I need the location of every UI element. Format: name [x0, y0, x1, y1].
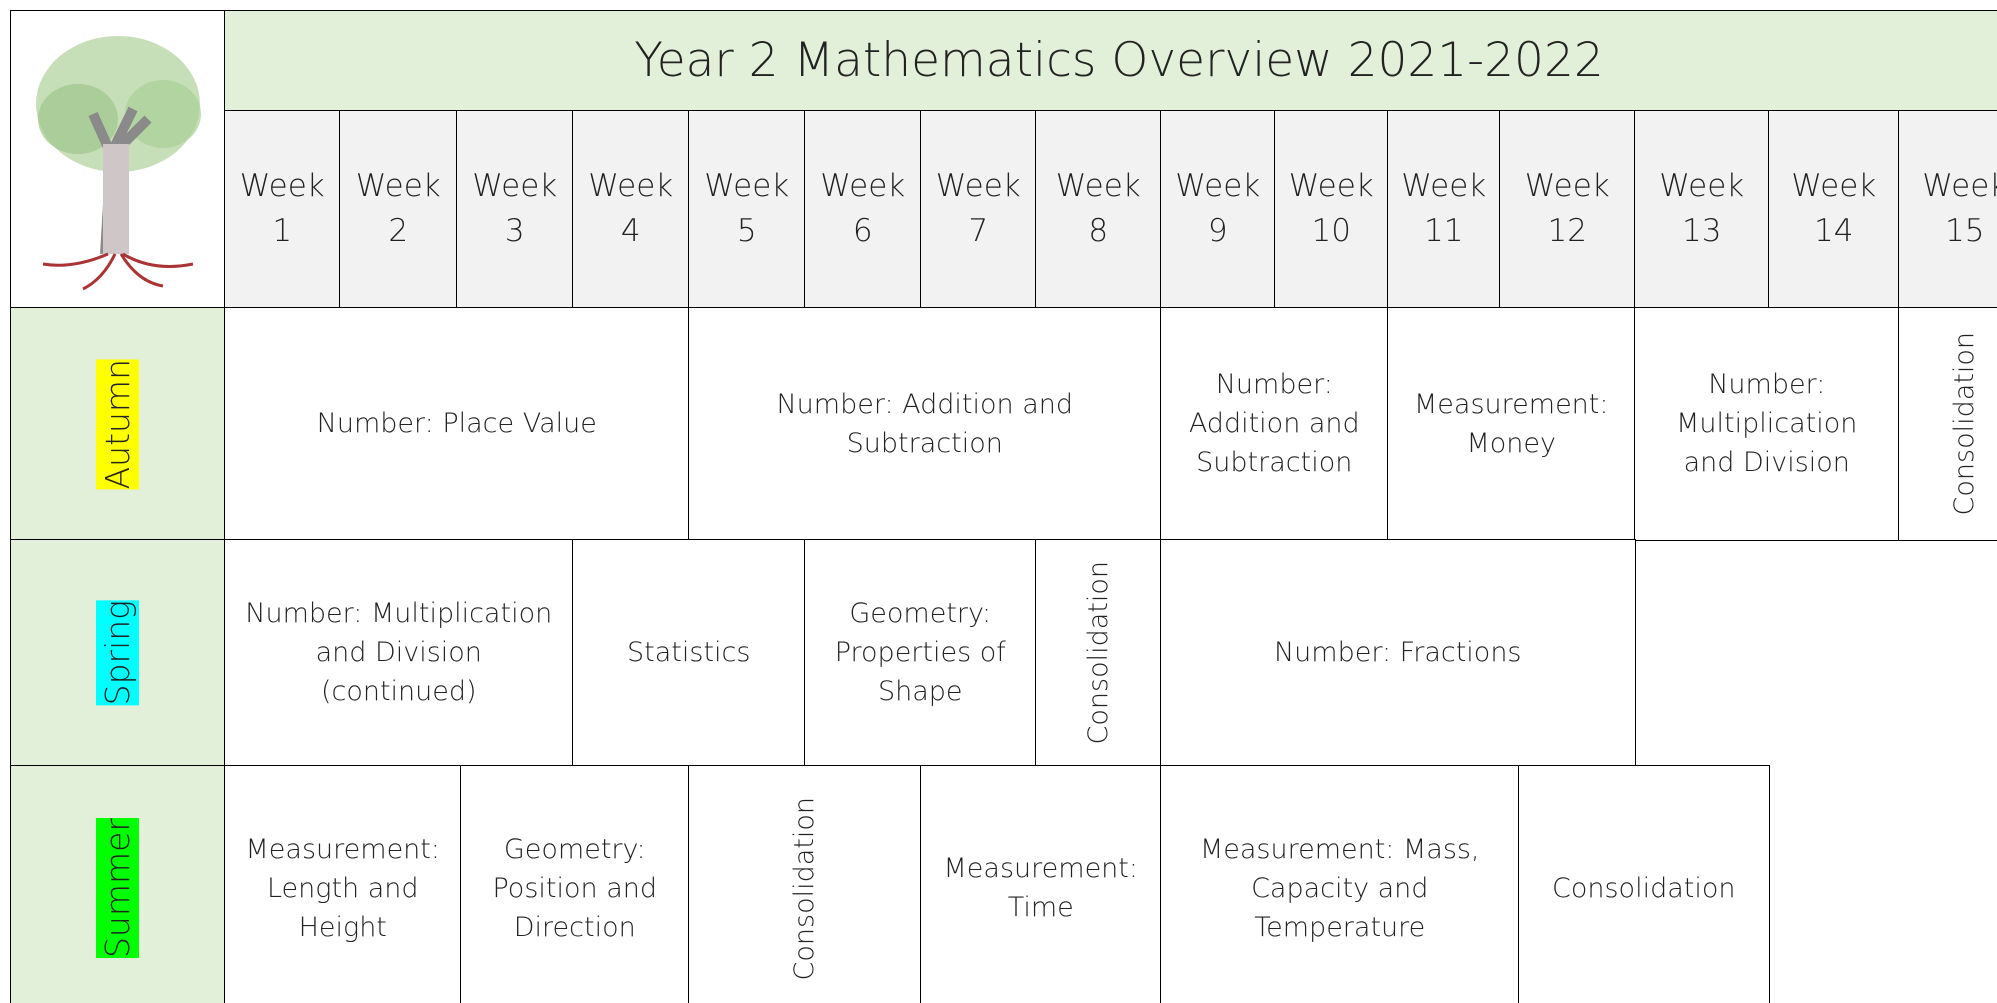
week-header: Week 4 [588, 168, 674, 250]
week-header: Week 9 [1175, 168, 1261, 250]
topic-cell: Consolidation [1518, 765, 1770, 1003]
topic: Number: Addition and Subtraction [776, 388, 1074, 459]
week-header: Week 5 [704, 168, 790, 250]
topic: Number: Addition and Subtraction [1188, 369, 1360, 479]
topic-cell: Consolidation [1035, 539, 1162, 767]
topic-cell: Measurement: Mass, Capacity and Temperat… [1160, 765, 1520, 1003]
topic: Statistics [627, 637, 751, 669]
week-header-cell: Week 1 [224, 110, 341, 309]
week-header: Week 14 [1791, 168, 1877, 250]
topic-cell: Consolidation [688, 765, 922, 1003]
week-header-cell: Week 8 [1035, 110, 1162, 309]
topic: Geometry: Position and Direction [492, 833, 657, 943]
week-header: Week 7 [935, 168, 1021, 250]
week-header-cell: Week 15 [1898, 110, 1997, 309]
topic: Consolidation [789, 796, 821, 980]
week-header-cell: Week 7 [920, 110, 1037, 309]
topic: Number: Fractions [1273, 637, 1522, 669]
week-header: Week 10 [1288, 168, 1374, 250]
topic-cell: Consolidation [1898, 307, 1997, 541]
topic: Number: Place Value [316, 408, 597, 440]
week-header-cell: Week 3 [456, 110, 574, 309]
week-header-cell: Week 4 [572, 110, 690, 309]
topic: Geometry: Properties of Shape [834, 598, 1006, 708]
week-header: Week 12 [1524, 168, 1610, 250]
topic: Measurement: Time [943, 853, 1138, 924]
title-cell: Year 2 Mathematics Overview 2021-2022 [224, 10, 1997, 111]
topic-cell: Number: Fractions [1160, 539, 1636, 767]
topic-cell: Measurement: Time [920, 765, 1162, 1003]
title: Year 2 Mathematics Overview 2021-2022 [634, 33, 1604, 88]
term-label: Summer [96, 818, 140, 959]
week-header-cell: Week 2 [339, 110, 458, 309]
week-header: Week 8 [1055, 168, 1141, 250]
topic-cell: Geometry: Position and Direction [460, 765, 690, 1003]
topic: Number: Multiplication and Division (con… [245, 598, 553, 708]
topic-cell: Number: Place Value [224, 307, 690, 541]
topic: Measurement: Money [1414, 388, 1609, 459]
topic-cell: Measurement: Money [1387, 307, 1636, 541]
week-header-cell: Week 9 [1160, 110, 1276, 309]
term-label: Spring [96, 600, 140, 706]
week-header: Week 11 [1401, 168, 1487, 250]
week-header-cell: Week 11 [1387, 110, 1501, 309]
topic: Consolidation [1949, 332, 1981, 516]
week-header: Week 6 [820, 168, 906, 250]
week-header: Week 3 [472, 168, 558, 250]
term-label-cell: Spring [10, 539, 226, 767]
topic-cell: Number: Multiplication and Division (con… [224, 539, 574, 767]
week-header-cell: Week 13 [1634, 110, 1770, 309]
week-header: Week 15 [1922, 168, 1997, 250]
week-header-cell: Week 5 [688, 110, 806, 309]
topic: Measurement: Mass, Capacity and Temperat… [1199, 833, 1480, 943]
topic-cell: Measurement: Length and Height [224, 765, 462, 1003]
week-header: Week 2 [355, 168, 441, 250]
topic-cell: Number: Addition and Subtraction [688, 307, 1162, 541]
topic-cell: Statistics [572, 539, 806, 767]
week-header-cell: Week 10 [1274, 110, 1389, 309]
topic: Consolidation [1082, 561, 1114, 745]
term-label: Autumn [96, 358, 140, 489]
topic: Number: Multiplication and Division [1676, 369, 1858, 479]
week-header: Week 13 [1659, 168, 1745, 250]
week-header-cell: Week 12 [1499, 110, 1636, 309]
week-header-cell: Week 6 [804, 110, 922, 309]
topic-cell: Number: Addition and Subtraction [1160, 307, 1389, 541]
topic: Measurement: Length and Height [245, 833, 440, 943]
topic: Consolidation [1552, 872, 1736, 904]
tree-logo [35, 36, 201, 291]
week-header: Week 1 [239, 168, 325, 250]
week-header-cell: Week 14 [1768, 110, 1900, 309]
logo-cell [10, 10, 225, 308]
topic-cell: Number: Multiplication and Division [1634, 307, 1900, 541]
topic-cell: Geometry: Properties of Shape [804, 539, 1037, 767]
term-label-cell: Summer [10, 765, 226, 1003]
term-label-cell: Autumn [10, 307, 226, 541]
